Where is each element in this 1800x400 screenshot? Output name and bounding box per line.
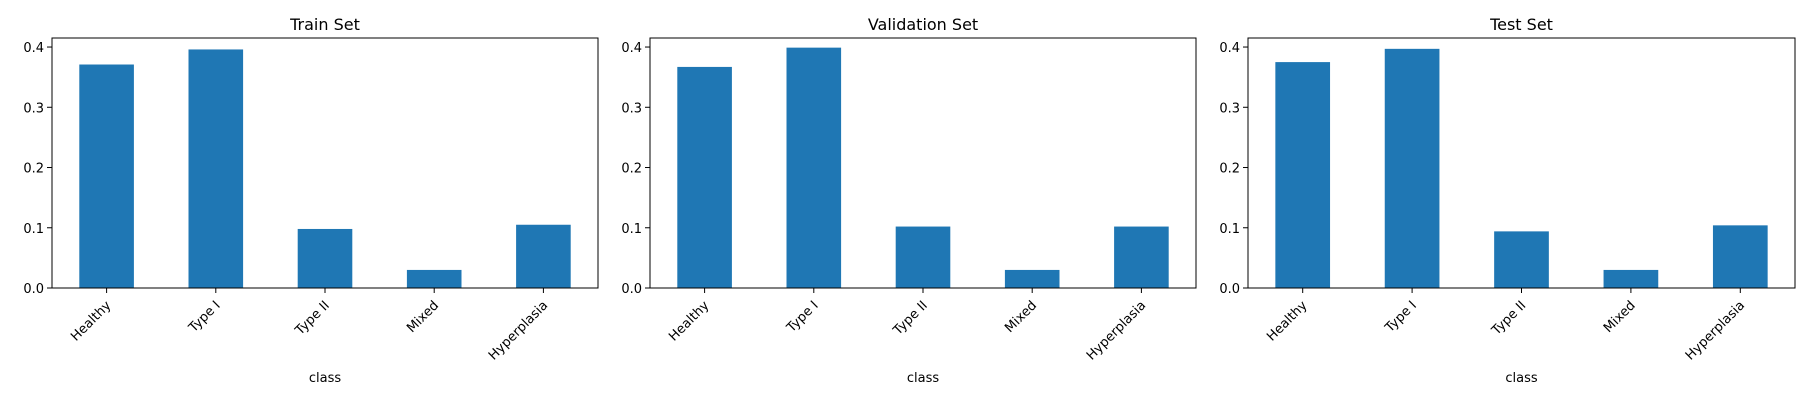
y-tick-label-test: 0.2 <box>1219 162 1240 177</box>
x-tick-label-test: Type II <box>1489 298 1530 339</box>
bar-test-type-i <box>1384 48 1440 289</box>
x-tick-label-train: Healthy <box>68 298 114 344</box>
y-tick-label-validation: 0.3 <box>621 101 642 116</box>
chart-title-test: Test Set <box>1489 15 1553 34</box>
y-tick-label-test: 0.1 <box>1219 222 1240 237</box>
y-tick-label-validation: 0.1 <box>621 222 642 237</box>
bar-test-mixed <box>1603 269 1659 288</box>
x-tick-label-train: Type I <box>186 298 224 336</box>
x-tick-label-test: Healthy <box>1264 298 1310 344</box>
y-tick-label-train: 0.2 <box>23 162 44 177</box>
bar-test-hyperplasia <box>1712 225 1768 288</box>
bar-train-type-ii <box>297 228 353 288</box>
x-tick-label-validation: Hyperplasia <box>1084 298 1149 363</box>
y-tick-label-validation: 0.2 <box>621 162 642 177</box>
x-axis-label-train: class <box>309 371 341 386</box>
bar-test-healthy <box>1275 62 1331 288</box>
bar-validation-healthy <box>677 66 732 288</box>
chart-panel-train: 0.0 0.1 0.2 0.3 0.4 Healthy Type I Type II Mixed… <box>23 15 599 386</box>
y-tick-label-test: 0.3 <box>1219 101 1240 116</box>
x-tick-label-validation: Healthy <box>666 298 712 344</box>
bar-validation-type-ii <box>895 226 951 288</box>
x-tick-label-train: Type II <box>292 298 333 339</box>
chart-panel-validation: 0.0 0.1 0.2 0.3 0.4 Healthy Type I Type II Mixed… <box>621 15 1197 386</box>
y-tick-label-train: 0.0 <box>23 282 44 297</box>
bar-validation-mixed <box>1004 269 1060 288</box>
x-tick-label-test: Type I <box>1382 298 1420 336</box>
chart-panel-test: 0.0 0.1 0.2 0.3 0.4 Healthy Type I Type II Mixed… <box>1219 15 1796 386</box>
x-tick-label-test: Mixed <box>1601 298 1639 336</box>
x-tick-label-validation: Type I <box>784 298 822 336</box>
x-tick-label-train: Hyperplasia <box>486 298 551 363</box>
y-tick-label-train: 0.3 <box>23 101 44 116</box>
chart-title-train: Train Set <box>289 15 360 34</box>
bar-validation-type-i <box>786 47 842 288</box>
x-axis-label-validation: class <box>907 371 939 386</box>
y-tick-label-train: 0.4 <box>23 41 44 56</box>
bar-train-healthy <box>79 64 134 288</box>
x-axis-label-test: class <box>1505 371 1537 386</box>
bar-test-type-ii <box>1494 231 1549 288</box>
x-tick-label-train: Mixed <box>404 298 442 336</box>
x-tick-label-test: Hyperplasia <box>1683 298 1748 363</box>
y-tick-label-validation: 0.0 <box>621 282 642 297</box>
bar-train-type-i <box>188 49 244 289</box>
bar-train-mixed <box>406 269 462 288</box>
y-tick-label-validation: 0.4 <box>621 41 642 56</box>
y-tick-label-test: 0.4 <box>1219 41 1240 56</box>
y-tick-label-test: 0.0 <box>1219 282 1240 297</box>
x-tick-label-validation: Type II <box>890 298 931 339</box>
bar-train-hyperplasia <box>516 224 571 288</box>
chart-title-validation: Validation Set <box>868 15 978 34</box>
x-tick-label-validation: Mixed <box>1002 298 1040 336</box>
y-tick-label-train: 0.1 <box>23 222 44 237</box>
bar-validation-hyperplasia <box>1114 226 1169 288</box>
